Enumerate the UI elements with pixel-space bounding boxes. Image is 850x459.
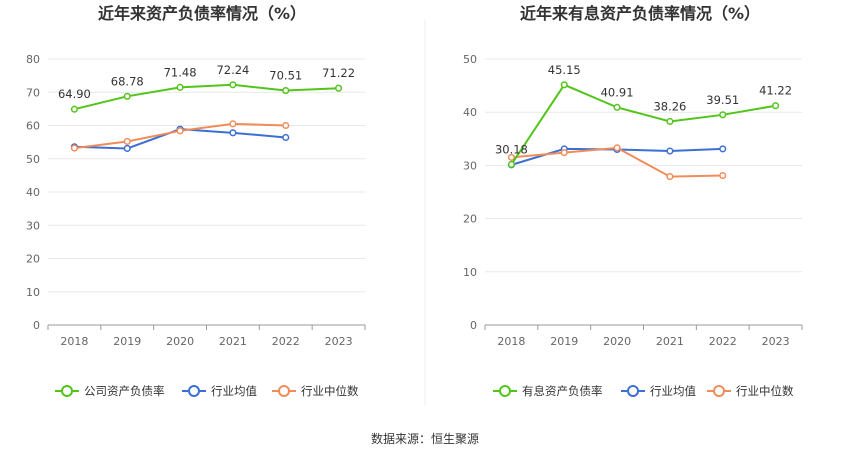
legend-swatch-marker bbox=[278, 385, 290, 397]
data-point-industry_median bbox=[719, 171, 727, 180]
x-tick-label: 2020 bbox=[166, 335, 194, 348]
legend-swatch-marker bbox=[713, 385, 725, 397]
x-tick-label: 2021 bbox=[219, 335, 247, 348]
data-label: 30.18 bbox=[495, 142, 528, 156]
legend-item-industry_avg[interactable]: 行业均值 bbox=[621, 384, 696, 398]
data-point-company bbox=[666, 117, 674, 126]
y-tick-label: 10 bbox=[26, 286, 40, 299]
y-tick-label: 70 bbox=[26, 86, 40, 99]
y-tick-label: 50 bbox=[26, 153, 40, 166]
legend-label: 行业均值 bbox=[211, 384, 257, 398]
x-tick-label: 2019 bbox=[113, 335, 141, 348]
data-point-industry_avg bbox=[719, 145, 727, 153]
data-point-industry_avg bbox=[229, 129, 237, 137]
y-tick-label: 80 bbox=[26, 53, 40, 66]
legend-item-company[interactable]: 公司资产负债率 bbox=[55, 384, 165, 398]
x-tick-label: 2018 bbox=[497, 335, 525, 348]
legend-swatch-marker bbox=[499, 385, 511, 397]
x-tick-label: 2022 bbox=[709, 335, 737, 348]
data-point-company bbox=[123, 92, 131, 100]
legend-swatch-marker bbox=[61, 385, 73, 397]
data-label: 71.22 bbox=[322, 66, 355, 80]
chart-title: 近年来资产负债率情况（%） bbox=[98, 4, 306, 23]
data-label: 38.26 bbox=[653, 99, 686, 113]
x-tick-label: 2023 bbox=[325, 335, 353, 348]
y-tick-label: 30 bbox=[463, 159, 477, 172]
data-label: 72.24 bbox=[216, 63, 249, 77]
data-point-industry_median bbox=[613, 144, 621, 152]
data-label: 45.15 bbox=[548, 63, 581, 77]
legend-item-industry_median[interactable]: 行业中位数 bbox=[707, 384, 794, 398]
chart-panel-debt-ratio: 近年来资产负债率情况（%） 0 10 20 30 40 50 60 70 80 2018 2019 20… bbox=[26, 4, 366, 398]
x-tick-label: 2020 bbox=[603, 335, 631, 348]
data-label: 70.51 bbox=[269, 69, 302, 83]
data-source-note: 数据来源：恒生聚源 bbox=[371, 431, 479, 446]
legend-label: 公司资产负债率 bbox=[84, 384, 165, 398]
data-label: 64.90 bbox=[58, 87, 91, 101]
legend-label: 行业均值 bbox=[650, 384, 696, 398]
data-label: 40.91 bbox=[601, 85, 634, 99]
data-point-industry_median bbox=[176, 127, 184, 135]
legend-swatch-marker bbox=[627, 385, 639, 397]
data-point-company bbox=[70, 105, 78, 113]
data-point-company bbox=[176, 83, 184, 91]
data-point-industry_median bbox=[507, 153, 515, 161]
y-tick-label: 20 bbox=[26, 253, 40, 266]
y-tick-label: 40 bbox=[463, 106, 477, 119]
data-point-industry_median bbox=[229, 120, 237, 128]
data-label: 41.22 bbox=[759, 84, 792, 98]
data-point-industry_avg bbox=[282, 133, 290, 142]
legend-label: 行业中位数 bbox=[736, 384, 794, 398]
data-point-company bbox=[772, 102, 780, 110]
y-tick-label: 30 bbox=[26, 219, 40, 232]
data-label: 71.48 bbox=[164, 65, 197, 79]
data-point-industry_median bbox=[666, 173, 674, 181]
data-point-industry_median bbox=[70, 144, 78, 152]
data-point-company bbox=[560, 81, 568, 89]
data-point-company bbox=[613, 103, 621, 111]
series-line-company bbox=[74, 83, 339, 111]
legend-label: 有息资产负债率 bbox=[522, 384, 603, 398]
legend-swatch-marker bbox=[188, 385, 200, 397]
data-point-industry_median bbox=[282, 121, 290, 130]
data-point-industry_median bbox=[123, 137, 131, 146]
data-label: 39.51 bbox=[706, 93, 739, 107]
x-tick-label: 2022 bbox=[272, 335, 300, 348]
data-point-industry_avg bbox=[666, 147, 674, 155]
data-point-company bbox=[507, 160, 515, 168]
data-point-company bbox=[282, 87, 290, 95]
y-tick-label: 60 bbox=[26, 120, 40, 133]
data-point-company bbox=[335, 84, 343, 92]
data-point-company bbox=[719, 111, 727, 119]
y-tick-label: 20 bbox=[463, 213, 477, 226]
data-point-industry_median bbox=[560, 149, 568, 157]
y-tick-label: 0 bbox=[470, 319, 477, 332]
x-tick-label: 2019 bbox=[550, 335, 578, 348]
legend-item-industry_avg[interactable]: 行业均值 bbox=[182, 384, 257, 398]
x-tick-label: 2018 bbox=[60, 335, 88, 348]
y-tick-label: 10 bbox=[463, 266, 477, 279]
data-point-industry_avg bbox=[123, 144, 131, 152]
chart-title: 近年来有息资产负债率情况（%） bbox=[520, 4, 760, 23]
data-point-company bbox=[229, 81, 237, 89]
legend-item-industry_median[interactable]: 行业中位数 bbox=[272, 384, 359, 398]
y-tick-label: 40 bbox=[26, 186, 40, 199]
x-tick-label: 2023 bbox=[762, 335, 790, 348]
series-line-company bbox=[510, 83, 776, 165]
x-tick-label: 2021 bbox=[656, 335, 684, 348]
legend-item-company[interactable]: 有息资产负债率 bbox=[493, 384, 603, 398]
legend-label: 行业中位数 bbox=[301, 384, 359, 398]
chart-panel-interest-bearing-debt-ratio: 近年来有息资产负债率情况（%） 0 10 20 30 40 50 2018 2019 2020 20… bbox=[463, 4, 803, 398]
data-label: 68.78 bbox=[111, 74, 144, 88]
y-tick-label: 0 bbox=[33, 319, 40, 332]
y-tick-label: 50 bbox=[463, 53, 477, 66]
